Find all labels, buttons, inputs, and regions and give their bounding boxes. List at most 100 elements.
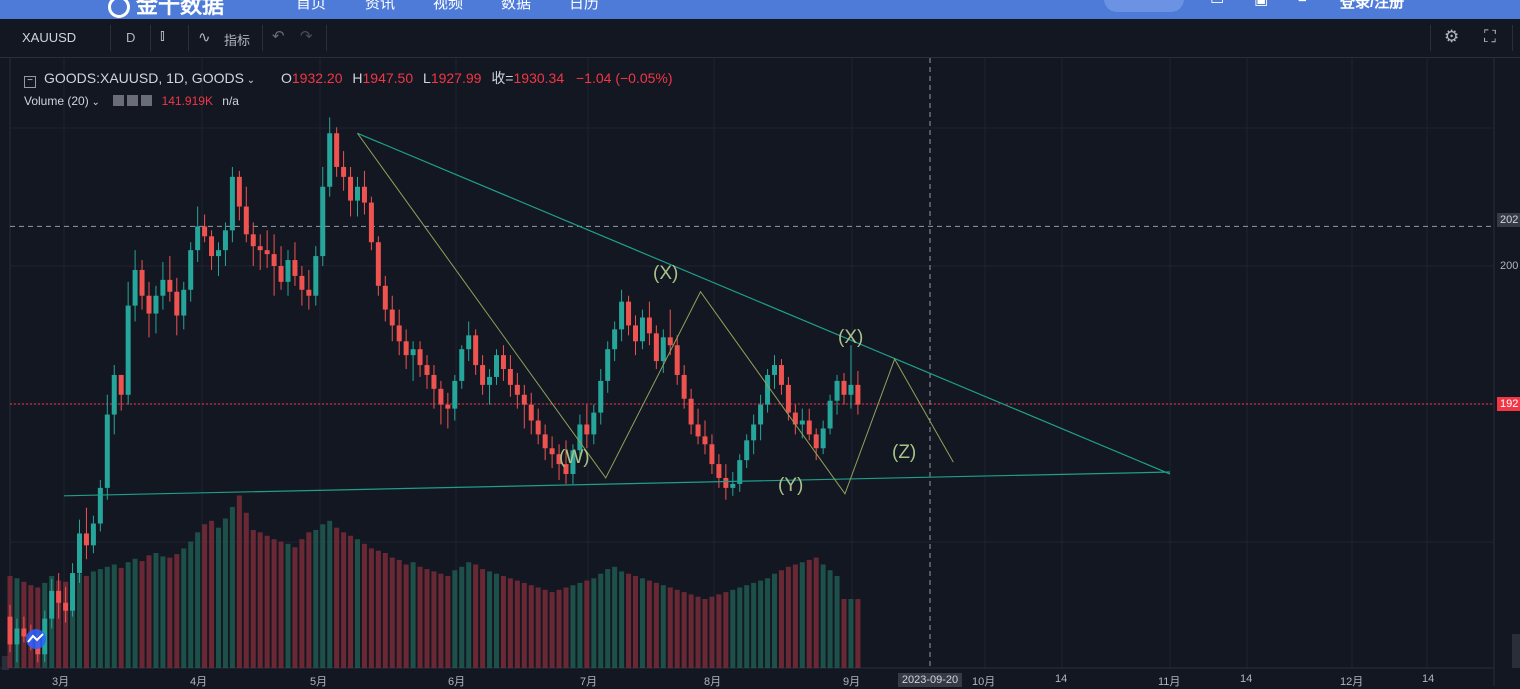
candle-style-icon[interactable]: ⫾ <box>160 27 165 44</box>
chevron-down-icon[interactable]: ⌄ <box>88 97 100 108</box>
volume-bar <box>139 561 145 668</box>
toolbar-divider <box>326 25 327 51</box>
candle-body <box>424 365 430 375</box>
volume-bar <box>160 556 166 668</box>
volume-bar <box>605 569 611 668</box>
legend-collapse-icon[interactable]: − <box>24 76 36 88</box>
volume-bar <box>35 587 41 668</box>
candle-body <box>264 250 270 255</box>
eye-icon[interactable] <box>113 95 125 106</box>
volume-bar <box>368 548 374 668</box>
volume-bar <box>785 566 791 668</box>
message-icon[interactable]: ▭ <box>1210 0 1224 8</box>
nav-item-calendar[interactable]: 日历 <box>569 0 600 12</box>
candle-body <box>605 349 611 381</box>
candle-body <box>229 176 235 231</box>
candle-body <box>77 533 82 574</box>
candle-body <box>487 376 493 385</box>
candle-body <box>139 269 145 296</box>
candle-body <box>250 234 256 247</box>
volume-bar <box>327 520 333 668</box>
brand-logo[interactable]: 金十数据 <box>108 0 224 19</box>
volume-bar <box>264 535 270 668</box>
volume-bar <box>494 573 499 668</box>
volume-bar <box>792 564 798 668</box>
candle-body <box>438 388 444 405</box>
candle-body <box>792 412 798 425</box>
tradingview-logo-icon[interactable] <box>22 628 50 650</box>
candle-body <box>584 424 590 435</box>
volume-bar <box>556 589 562 668</box>
volume-legend: Volume (20) ⌄ 141.919K n/a <box>24 94 239 108</box>
nav-item-data[interactable]: 数据 <box>501 0 532 12</box>
volume-bar <box>549 592 555 668</box>
candle-body <box>459 349 465 381</box>
app-icon[interactable]: ▣ <box>1254 0 1268 8</box>
candle-body <box>368 202 374 243</box>
x-tick: 10月 <box>972 676 996 688</box>
volume-bar <box>813 557 819 668</box>
toolbar-divider <box>188 25 189 51</box>
volume-bar <box>619 571 625 668</box>
volume-bar <box>195 532 201 668</box>
toolbar-divider <box>110 25 111 51</box>
x-tick: 11月 <box>1158 676 1181 688</box>
volume-bar <box>577 582 583 668</box>
candle-body <box>195 226 201 251</box>
volume-bar <box>236 495 242 668</box>
x-tick: 6月 <box>448 676 466 688</box>
settings-icon[interactable] <box>127 95 139 106</box>
volume-bar <box>389 557 395 668</box>
volume-bar <box>243 512 249 668</box>
chevron-down-icon[interactable]: ⌄ <box>243 75 256 86</box>
symbol-selector[interactable]: XAUUSD <box>22 30 77 45</box>
volume-bar <box>90 571 96 668</box>
candle-body <box>306 289 312 296</box>
indicators-button[interactable]: 指标 <box>224 33 251 48</box>
low-label: L <box>423 70 431 86</box>
fullscreen-icon[interactable]: ⛶ <box>1484 27 1496 46</box>
close-icon[interactable] <box>141 95 153 106</box>
volume-bar <box>209 520 215 668</box>
volume-bar <box>83 576 89 668</box>
volume-bar <box>626 573 632 668</box>
volume-bar <box>431 571 437 668</box>
candle-body <box>125 305 131 395</box>
volume-bar <box>521 582 527 668</box>
volume-bar <box>827 570 833 668</box>
volume-bar <box>653 582 659 668</box>
candle-body <box>334 133 340 167</box>
login-link[interactable]: 登录/注册 <box>1340 0 1405 11</box>
candle-body <box>612 329 618 350</box>
candle-body <box>660 337 666 362</box>
timeframe-selector[interactable]: D <box>126 30 136 45</box>
undo-icon[interactable]: ↶ <box>272 28 285 45</box>
redo-icon[interactable]: ↷ <box>300 28 313 45</box>
volume-bar <box>174 554 180 668</box>
volume-bar <box>674 589 680 668</box>
indicator-icon[interactable]: ∿ <box>198 29 211 46</box>
volume-bar <box>424 569 430 668</box>
nav-item-home[interactable]: 首页 <box>296 0 327 12</box>
volume-bar <box>806 559 812 668</box>
candle-body <box>299 275 305 290</box>
candle-body <box>549 448 555 455</box>
volume-bar <box>570 585 576 668</box>
open-value: 1932.20 <box>291 70 343 86</box>
candle-body <box>83 533 89 546</box>
menu-icon[interactable]: ≡ <box>1298 0 1307 7</box>
settings-gear-icon[interactable]: ⚙ <box>1444 27 1460 46</box>
candle-body <box>132 269 138 306</box>
candle-body <box>494 355 499 377</box>
volume-study-label[interactable]: Volume (20) <box>24 94 89 108</box>
candle-body <box>466 335 472 350</box>
volume-bar <box>758 580 764 668</box>
search-input[interactable] <box>1104 0 1184 12</box>
candle-body <box>695 424 701 437</box>
legend-symbol[interactable]: GOODS:XAUUSD, 1D, GOODS <box>44 70 244 86</box>
nav-item-news[interactable]: 资讯 <box>365 0 396 12</box>
nav-item-video[interactable]: 视频 <box>433 0 464 12</box>
scroll-left-button <box>2 656 9 670</box>
toolbar-divider <box>1430 25 1431 51</box>
